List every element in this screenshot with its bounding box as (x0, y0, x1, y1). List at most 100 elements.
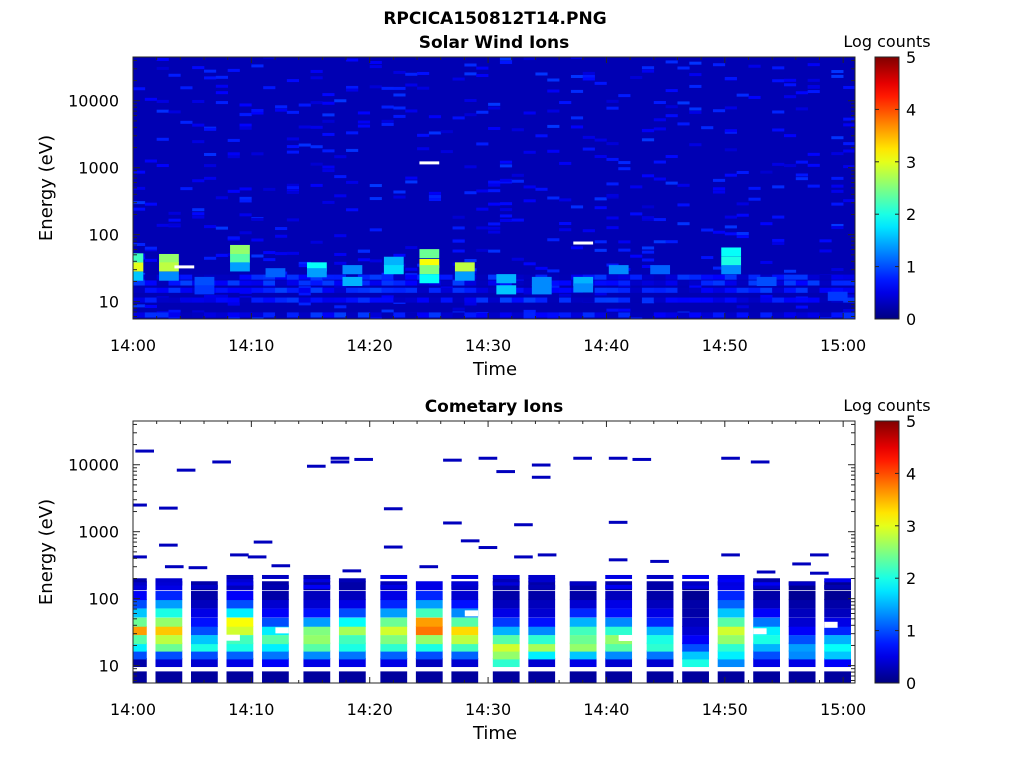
heatmap-cell (523, 262, 536, 266)
heatmap-cell (569, 581, 597, 586)
heatmap-cell (464, 98, 477, 102)
heatmap-cell (156, 297, 169, 303)
heatmap-cell (286, 183, 300, 187)
heatmap-cell (357, 120, 371, 124)
heatmap-cell (665, 155, 678, 159)
heatmap-cell (570, 297, 584, 303)
heatmap-cell (724, 287, 737, 293)
heatmap-cell (701, 297, 714, 303)
heatmap-cell (807, 280, 820, 286)
heatmap-cell (338, 599, 366, 609)
heatmap-cell (646, 650, 674, 660)
heatmap-cell (531, 276, 552, 287)
heatmap-cell (417, 86, 430, 90)
heatmap-cell (748, 280, 761, 286)
heatmap-cell (155, 581, 183, 591)
heatmap-cell (724, 280, 737, 286)
heatmap-cell (492, 578, 520, 583)
heatmap-cell (665, 114, 678, 118)
heatmap-cell (190, 599, 218, 609)
heatmap-cell (239, 123, 252, 127)
sparse-count (531, 463, 551, 467)
heatmap-cell (653, 118, 666, 122)
heatmap-cell (133, 253, 144, 263)
heatmap-cell (753, 642, 780, 652)
heatmap-cell (606, 157, 619, 161)
heatmap-cell (618, 287, 631, 293)
sparse-count (810, 553, 829, 557)
heatmap-cell (133, 626, 147, 636)
heatmap-cell (523, 291, 536, 295)
heatmap-cell (831, 184, 844, 188)
heatmap-cell (701, 126, 714, 130)
heatmap-cell (717, 581, 745, 591)
heatmap-cell (488, 274, 501, 280)
heatmap-cell (689, 284, 702, 288)
heatmap-cell (824, 635, 852, 645)
heatmap-cell (717, 599, 745, 609)
heatmap-cell (190, 657, 218, 668)
colorbar-tick-label: 2 (906, 205, 916, 224)
heatmap-cell (496, 285, 517, 295)
heatmap-cell (547, 149, 560, 153)
sparse-count (537, 553, 557, 557)
heatmap-cell (155, 642, 183, 652)
heatmap-cell (133, 271, 144, 281)
heatmap-cell (488, 106, 501, 110)
heatmap-cell (492, 599, 520, 609)
heatmap-cell (215, 253, 228, 257)
heatmap-cell (262, 599, 289, 609)
heatmap-cell (263, 258, 276, 262)
heatmap-cell (492, 650, 520, 660)
heatmap-cell (415, 599, 443, 609)
heatmap-cell (641, 312, 655, 318)
sparse-count (608, 558, 628, 562)
heatmap-cell (239, 113, 252, 117)
sparse-count (792, 562, 811, 566)
heatmap-cell (528, 650, 556, 660)
heatmap-cell (215, 312, 228, 318)
heatmap-cell (682, 626, 709, 636)
heatmap-cell (701, 274, 714, 280)
heatmap-cell (772, 238, 785, 242)
heatmap-cell (369, 259, 382, 263)
sparse-count (478, 456, 498, 460)
heatmap-cell (144, 258, 157, 262)
heatmap-cell (239, 280, 252, 286)
heatmap-cell (724, 312, 737, 318)
heatmap-cell (251, 254, 264, 258)
heatmap-cell (192, 99, 205, 103)
heatmap-cell (168, 280, 181, 286)
heatmap-cell (346, 58, 359, 62)
colorbar-tick-label: 2 (906, 569, 916, 588)
heatmap-cell (570, 246, 584, 250)
heatmap-cell (682, 617, 709, 627)
heatmap-cell (760, 222, 773, 226)
y-tick-label: 10 (99, 657, 119, 676)
colorbar-bar (874, 56, 900, 320)
heatmap-cell (772, 79, 785, 83)
heatmap-cell (606, 263, 619, 267)
heatmap-cell (831, 312, 844, 318)
heatmap-cell (451, 574, 479, 579)
heatmap-cell (262, 584, 289, 589)
heatmap-cell (819, 239, 832, 243)
heatmap-cell (215, 280, 228, 286)
heatmap-cell (227, 287, 240, 293)
heatmap-cell (155, 626, 183, 636)
heatmap-cell (227, 155, 240, 159)
heatmap-cell (689, 73, 702, 77)
heatmap-cell (133, 608, 147, 618)
heatmap-cell (807, 78, 820, 82)
heatmap-cell (682, 581, 709, 586)
heatmap-cell (682, 642, 709, 652)
heatmap-cell (230, 253, 250, 264)
colorbar-tick-label: 4 (906, 464, 916, 483)
heatmap-cell (753, 626, 780, 636)
heatmap-cell (618, 161, 631, 165)
heatmap-cell (133, 170, 146, 174)
heatmap-cell (440, 130, 453, 134)
heatmap-cell (155, 657, 183, 668)
heatmap-cell (298, 312, 311, 318)
gap (226, 634, 240, 641)
